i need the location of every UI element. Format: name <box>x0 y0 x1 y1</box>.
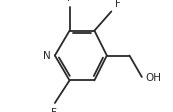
Text: N: N <box>43 51 51 61</box>
Text: F: F <box>51 108 57 112</box>
Text: OH: OH <box>145 72 161 82</box>
Text: F: F <box>115 0 121 9</box>
Text: F: F <box>67 0 72 3</box>
